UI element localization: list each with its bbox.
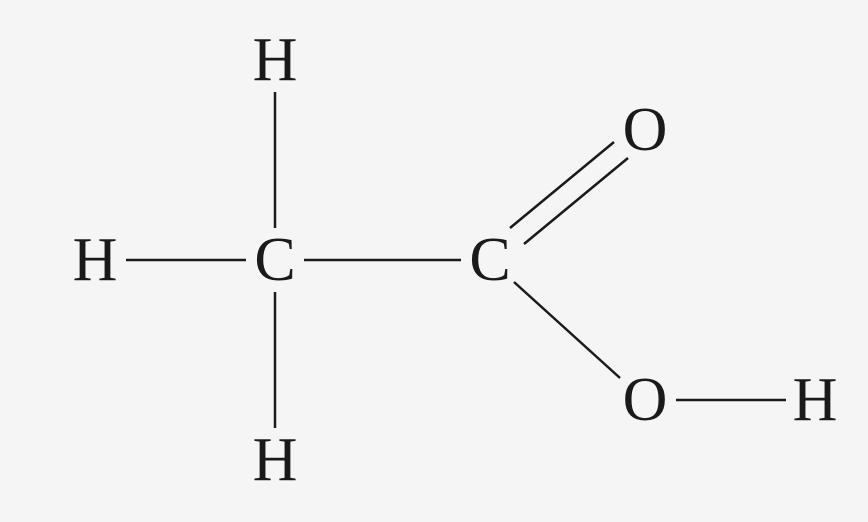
- atom-c2: C: [469, 229, 510, 291]
- bond-c2-o_top: [510, 142, 614, 228]
- atom-h-left: H: [73, 229, 118, 291]
- atom-c1: C: [254, 229, 295, 291]
- bond-layer: [0, 0, 868, 522]
- atom-h-bottom: H: [253, 429, 298, 491]
- bond-c2-o_top: [524, 158, 628, 244]
- atom-h-top: H: [253, 29, 298, 91]
- molecule-diagram: H H C H C O O H: [0, 0, 868, 522]
- atom-h-oh: H: [793, 369, 838, 431]
- bond-c2-o_bottom: [514, 282, 620, 378]
- atom-o-bottom: O: [623, 369, 668, 431]
- atom-o-top: O: [623, 99, 668, 161]
